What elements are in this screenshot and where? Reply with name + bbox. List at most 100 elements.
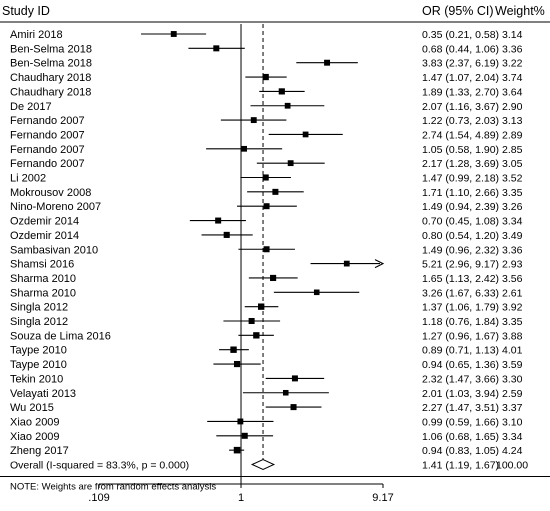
ci-text: 0.99 (0.59, 1.66): [422, 416, 499, 428]
weight-text: 3.34: [502, 431, 523, 443]
overall-diamond: [250, 458, 276, 471]
point-estimate: [213, 45, 220, 52]
study-row: Fernando 2007 2.17 (1.28, 3.69) 3.05: [10, 158, 523, 170]
study-label: Sharma 2010: [10, 287, 76, 299]
weight-text: 3.92: [502, 302, 523, 314]
note-text: NOTE: Weights are from random effects an…: [10, 482, 216, 493]
study-row: Fernando 2007 1.22 (0.73, 2.03) 3.13: [10, 115, 523, 127]
weight-text: 3.64: [502, 86, 523, 98]
study-label: Fernando 2007: [10, 115, 85, 127]
study-label: Nino-Moreno 2007: [10, 201, 101, 213]
point-estimate: [324, 59, 331, 66]
weight-text: 3.88: [502, 330, 523, 342]
study-label: De 2017: [10, 101, 52, 113]
x-tick-label: .109: [88, 492, 109, 504]
header-weight: Weight%: [495, 4, 545, 18]
weight-text: 3.52: [502, 173, 523, 185]
study-row: Ozdemir 2014 0.70 (0.45, 1.08) 3.34: [10, 216, 523, 228]
study-row: Chaudhary 2018 1.47 (1.07, 2.04) 3.74: [10, 72, 523, 84]
ci-text: 3.26 (1.67, 6.33): [422, 287, 499, 299]
study-row: Xiao 2009 1.06 (0.68, 1.65) 3.34: [10, 431, 523, 443]
ci-text: 5.21 (2.96, 9.17): [422, 259, 499, 271]
x-tick-label: 1: [238, 492, 244, 504]
weight-text: 3.14: [502, 29, 523, 41]
point-estimate: [230, 346, 237, 353]
study-row: Wu 2015 2.27 (1.47, 3.51) 3.37: [10, 402, 523, 414]
point-estimate: [287, 160, 294, 167]
study-row: Fernando 2007 1.05 (0.58, 1.90) 2.85: [10, 144, 523, 156]
study-label: Ben-Selma 2018: [10, 58, 92, 70]
ci-arrow: [374, 259, 385, 269]
point-estimate: [270, 274, 277, 282]
weight-text: 3.36: [502, 244, 523, 256]
ci-text: 2.17 (1.28, 3.69): [422, 158, 499, 170]
study-row: Nino-Moreno 2007 1.49 (0.94, 2.39) 3.26: [10, 201, 523, 213]
point-estimate: [278, 88, 285, 95]
study-row: Ben-Selma 2018 0.68 (0.44, 1.06) 3.36: [10, 43, 523, 55]
ci-text: 0.68 (0.44, 1.06): [422, 43, 499, 55]
study-row: Mokrousov 2008 1.71 (1.10, 2.66) 3.35: [10, 187, 523, 199]
point-estimate: [241, 432, 248, 439]
ci-text: 1.65 (1.13, 2.42): [422, 273, 499, 285]
point-estimate: [262, 174, 269, 181]
point-estimate: [241, 145, 247, 152]
weight-text: 4.01: [502, 345, 523, 357]
study-label: Xiao 2009: [10, 416, 60, 428]
study-rows: Amiri 2018 0.35 (0.21, 0.58) 3.14 Ben-Selma…: [10, 29, 523, 457]
study-row: Taype 2010 0.89 (0.71, 1.13) 4.01: [10, 345, 523, 357]
overall-weight-text: 100.00: [496, 460, 528, 472]
study-label: Taype 2010: [10, 359, 67, 371]
study-row: Fernando 2007 2.74 (1.54, 4.89) 2.89: [10, 129, 523, 141]
study-row: Shamsi 2016 5.21 (2.96, 9.17) 2.93: [10, 259, 523, 271]
point-estimate: [291, 375, 298, 382]
weight-text: 3.26: [502, 201, 523, 213]
ci-text: 2.32 (1.47, 3.66): [422, 373, 499, 385]
study-row: Xiao 2009 0.99 (0.59, 1.66) 3.10: [10, 416, 523, 428]
ci-text: 2.07 (1.16, 3.67): [422, 101, 499, 113]
weight-text: 3.56: [502, 273, 523, 285]
weight-text: 3.35: [502, 187, 523, 199]
ci-text: 1.37 (1.06, 1.79): [422, 302, 499, 314]
ci-text: 2.01 (1.03, 3.94): [422, 388, 499, 400]
overall-label: Overall (I-squared = 83.3%, p = 0.000): [10, 460, 189, 472]
ci-text: 1.49 (0.96, 2.32): [422, 244, 499, 256]
ci-text: 1.89 (1.33, 2.70): [422, 86, 499, 98]
study-label: Shamsi 2016: [10, 259, 74, 271]
study-label: Mokrousov 2008: [10, 187, 91, 199]
point-estimate: [248, 317, 255, 325]
ci-text: 0.35 (0.21, 0.58): [422, 29, 499, 41]
point-estimate: [272, 188, 279, 195]
weight-text: 3.22: [502, 58, 523, 70]
weight-text: 2.89: [502, 129, 523, 141]
point-estimate: [263, 246, 270, 253]
weight-text: 3.36: [502, 43, 523, 55]
study-label: Singla 2012: [10, 316, 68, 328]
header-or-ci: OR (95% CI): [422, 4, 494, 18]
point-estimate: [250, 117, 257, 124]
study-label: Sharma 2010: [10, 273, 76, 285]
point-estimate: [263, 203, 270, 210]
ci-text: 1.47 (1.07, 2.04): [422, 72, 499, 84]
point-estimate: [233, 446, 241, 454]
study-row: Velayati 2013 2.01 (1.03, 3.94) 2.59: [10, 388, 523, 400]
point-estimate: [290, 404, 297, 411]
ci-text: 1.71 (1.10, 2.66): [422, 187, 499, 199]
overall-ci-text: 1.41 (1.19, 1.67): [422, 460, 499, 472]
study-row: De 2017 2.07 (1.16, 3.67) 2.90: [10, 101, 523, 113]
point-estimate: [223, 231, 230, 238]
weight-text: 3.35: [502, 316, 523, 328]
study-label: Wu 2015: [10, 402, 54, 414]
weight-text: 3.10: [502, 416, 523, 428]
ci-text: 1.47 (0.99, 2.18): [422, 173, 499, 185]
point-estimate: [302, 131, 309, 138]
point-estimate: [284, 102, 291, 109]
study-label: Fernando 2007: [10, 144, 85, 156]
study-label: Fernando 2007: [10, 129, 85, 141]
study-label: Chaudhary 2018: [10, 72, 91, 84]
weight-text: 3.05: [502, 158, 523, 170]
weight-text: 3.59: [502, 359, 523, 371]
weight-text: 3.34: [502, 216, 523, 228]
study-label: Sambasivan 2010: [10, 244, 98, 256]
study-label: Xiao 2009: [10, 431, 60, 443]
